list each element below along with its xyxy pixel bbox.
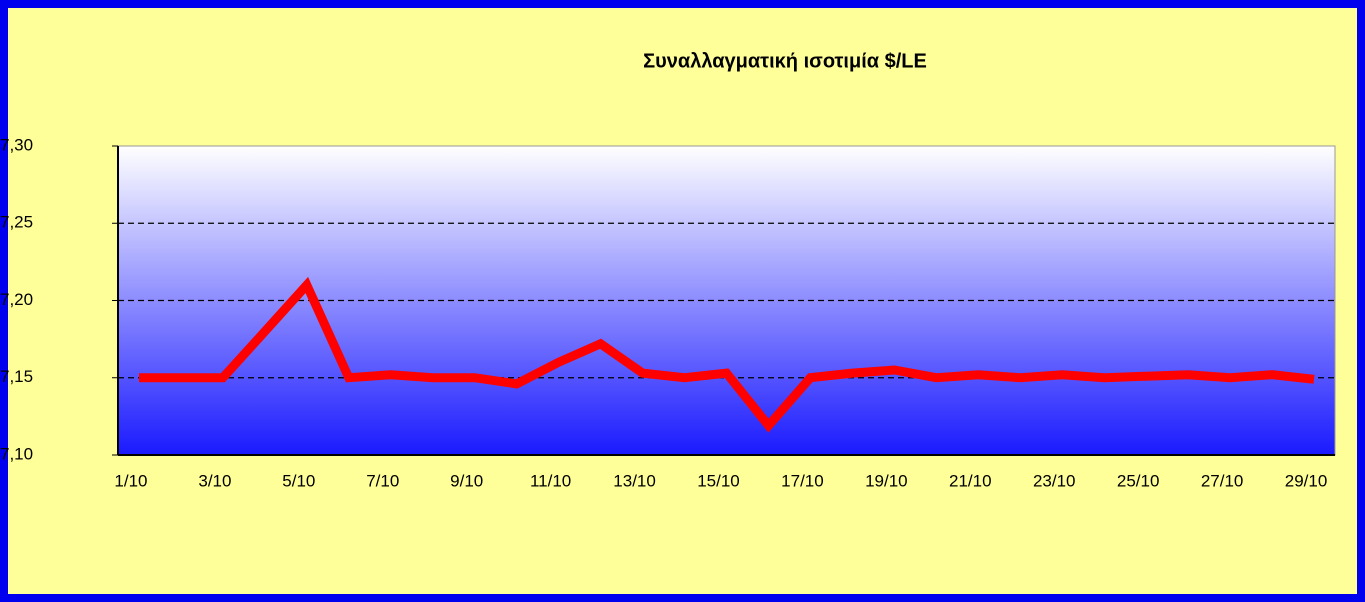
x-tick-label: 19/10 [865,471,908,490]
x-tick-label: 25/10 [1117,471,1160,490]
y-tick-label: 7,10 [0,444,33,463]
y-tick-label: 7,25 [0,213,33,232]
y-tick-label: 7,15 [0,367,33,386]
x-tick-label: 27/10 [1201,471,1244,490]
x-tick-label: 23/10 [1033,471,1076,490]
y-tick-label: 7,30 [0,135,33,154]
x-tick-label: 13/10 [613,471,656,490]
x-tick-label: 3/10 [198,471,231,490]
x-tick-label: 5/10 [282,471,315,490]
data-line [139,276,1315,433]
x-tick-label: 29/10 [1285,471,1328,490]
x-tick-label: 1/10 [114,471,147,490]
chart-title: Συναλλαγματική ισοτιμία $/LE [643,50,927,72]
x-tick-label: 15/10 [697,471,740,490]
x-tick-label: 11/10 [530,471,571,490]
y-tick-label: 7,20 [0,290,33,309]
x-tick-label: 21/10 [949,471,992,490]
x-tick-label: 9/10 [450,471,483,490]
x-tick-label: 17/10 [781,471,824,490]
x-tick-label: 7/10 [366,471,399,490]
